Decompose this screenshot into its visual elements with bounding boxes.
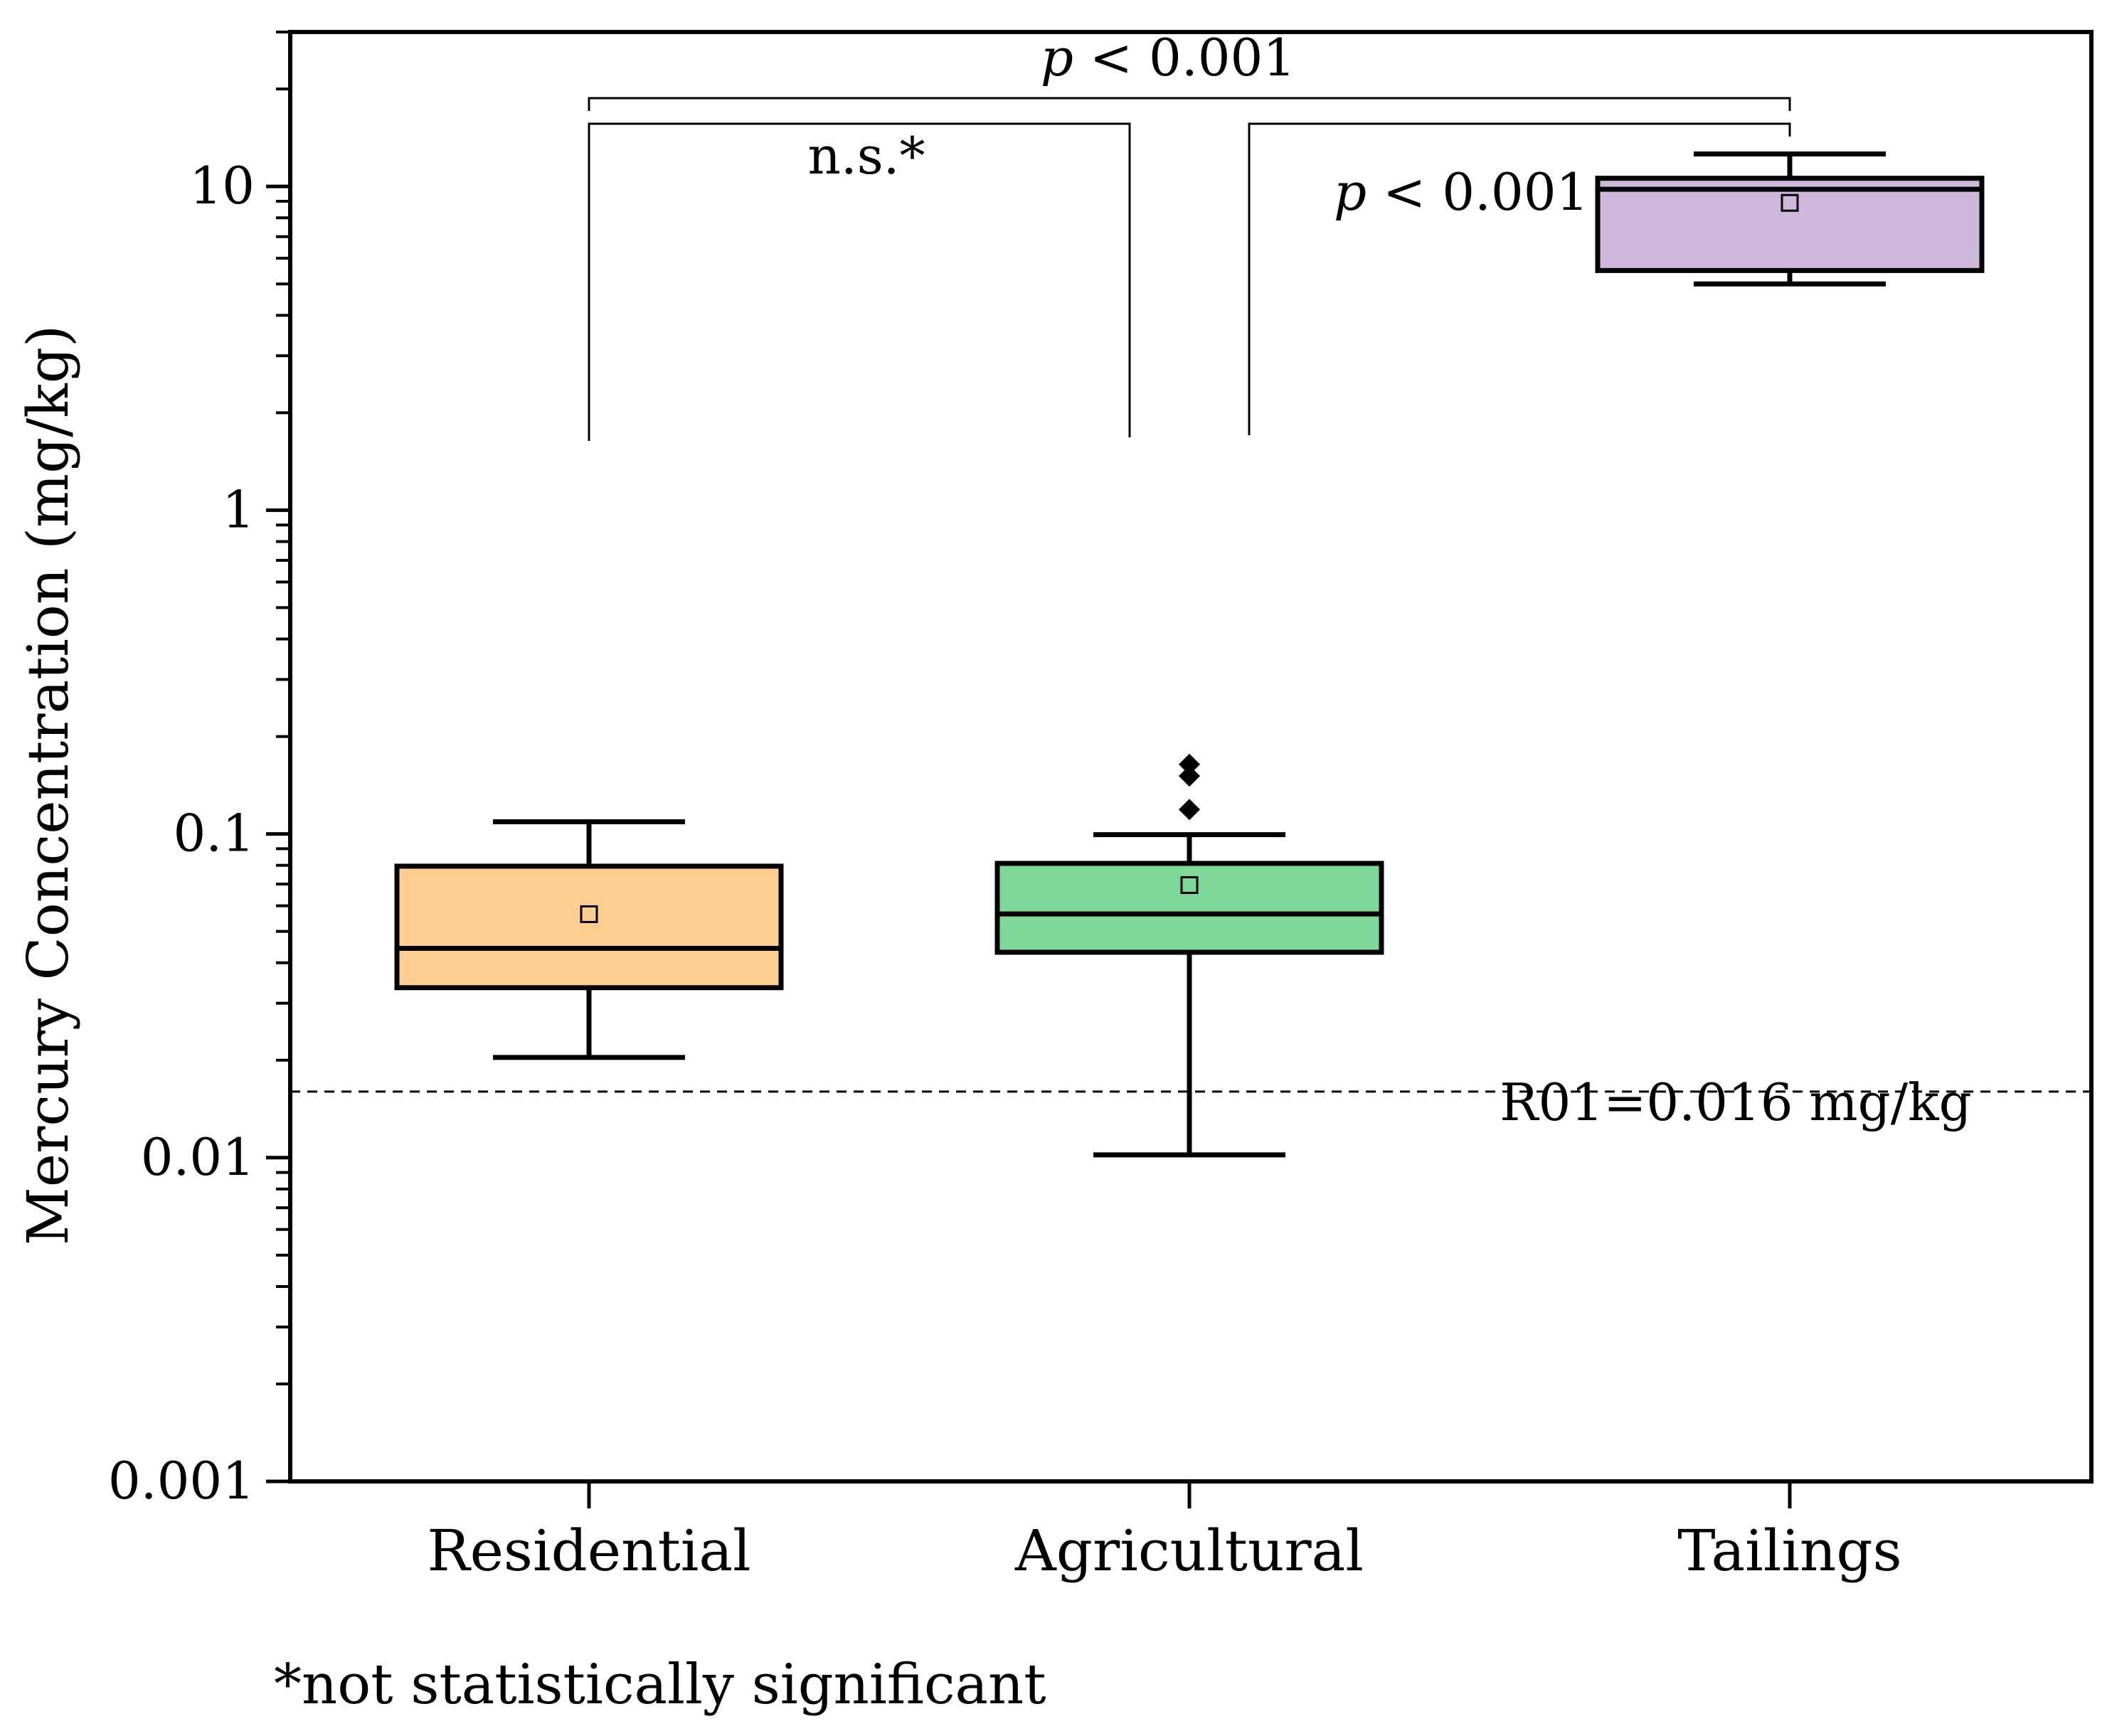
x-axis: Residential Agricultural Tailings	[427, 1481, 1902, 1584]
box-agricultural	[994, 753, 1384, 1158]
y-tick-label: 0.001	[108, 1451, 255, 1511]
y-axis: 0.001 0.01 0.1 1 10	[108, 31, 290, 1511]
reference-line-label: R01=0.016 mg/kg	[1500, 1072, 1972, 1132]
y-tick-label: 0.01	[141, 1127, 255, 1187]
mean-marker	[1180, 876, 1199, 895]
bracket-line	[1248, 122, 1791, 435]
mean-marker	[1781, 193, 1799, 212]
bracket-line	[588, 122, 1131, 441]
y-tick-label: 10	[189, 156, 255, 215]
box-residential	[394, 819, 784, 1060]
bracket-label: n.s.*	[807, 126, 925, 186]
comparison-bracket: n.s.*	[588, 122, 1131, 441]
p-value: < 0.001	[1073, 28, 1295, 87]
comparison-bracket: p < 0.001	[588, 28, 1791, 111]
bracket-line	[588, 97, 1791, 111]
y-tick-label: 1	[222, 479, 255, 539]
x-tick-label: Residential	[427, 1518, 750, 1584]
mean-marker	[580, 905, 598, 923]
x-tick-label: Agricultural	[1014, 1518, 1364, 1584]
p-value: < 0.001	[1367, 162, 1588, 222]
p-symbol: p	[1041, 28, 1073, 87]
footnote: *not statistically significant	[274, 1653, 1046, 1717]
bracket-label: p < 0.001	[1334, 162, 1588, 222]
outlier-point	[1179, 765, 1200, 787]
y-tick-label: 0.1	[173, 804, 255, 863]
box-iqr	[394, 863, 784, 991]
comparison-bracket: p < 0.001	[1248, 122, 1791, 435]
y-axis-title: Mercury Concentration (mg/kg)	[15, 325, 81, 1245]
bracket-label: p < 0.001	[1041, 28, 1295, 87]
box-tailings	[1595, 151, 1985, 287]
outlier-point	[1179, 799, 1200, 821]
p-symbol: p	[1334, 162, 1367, 222]
reference-line-group: R01=0.016 mg/kg	[290, 1072, 2091, 1132]
x-tick-label: Tailings	[1677, 1518, 1901, 1584]
boxes-group	[394, 151, 1985, 1158]
outlier-point	[1179, 753, 1200, 775]
box-iqr	[1595, 176, 1985, 273]
